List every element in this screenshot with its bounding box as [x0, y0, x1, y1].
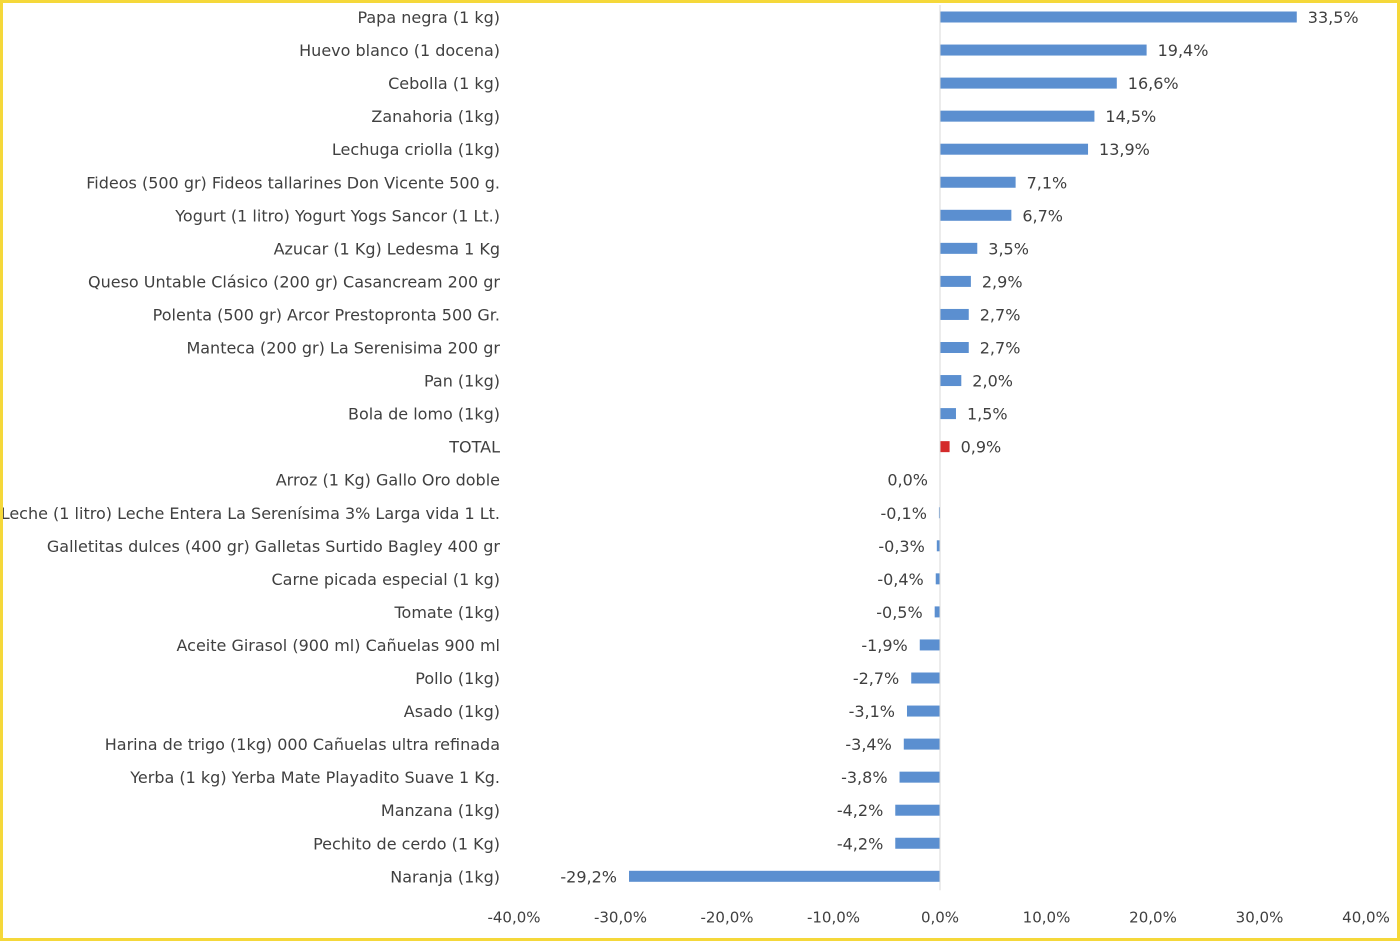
bars-group — [629, 11, 1297, 882]
category-label-9: Polenta (500 gr) Arcor Prestopronta 500 … — [153, 305, 500, 324]
value-label-7: 3,5% — [988, 239, 1029, 258]
tick-labels-group: -40,0% -30,0% -20,0% -10,0% 0,0% 10,0% 20,0% 30… — [487, 908, 1389, 926]
category-label-19: Aceite Girasol (900 ml) Cañuelas 900 ml — [177, 636, 501, 655]
category-label-26: Naranja (1kg) — [390, 867, 500, 886]
bar-1 — [940, 44, 1147, 56]
x-tick-label-2: -20,0% — [700, 908, 753, 926]
value-label-10: 2,7% — [980, 339, 1021, 358]
value-label-25: -4,2% — [837, 834, 883, 853]
bar-9 — [940, 308, 969, 320]
value-label-21: -3,1% — [849, 702, 895, 721]
bar-18 — [934, 606, 940, 618]
bar-13 — [940, 441, 950, 453]
category-labels-group: Papa negra (1 kg) Huevo blanco (1 docena)… — [3, 8, 500, 886]
bar-19 — [919, 639, 940, 651]
value-label-0: 33,5% — [1308, 8, 1359, 27]
bar-0 — [940, 11, 1297, 23]
x-tick-label-1: -30,0% — [594, 908, 647, 926]
x-tick-label-5: 10,0% — [1023, 908, 1071, 926]
category-label-12: Bola de lomo (1kg) — [348, 405, 500, 424]
bar-21 — [906, 705, 940, 717]
value-label-17: -0,4% — [877, 570, 923, 589]
bar-26 — [629, 870, 940, 882]
value-label-4: 13,9% — [1099, 140, 1150, 159]
value-label-20: -2,7% — [853, 669, 899, 688]
category-label-0: Papa negra (1 kg) — [357, 8, 500, 27]
bar-10 — [940, 342, 969, 353]
value-label-19: -1,9% — [861, 636, 907, 655]
value-label-12: 1,5% — [967, 405, 1008, 424]
category-label-3: Zanahoria (1kg) — [371, 107, 500, 126]
value-label-23: -3,8% — [841, 768, 887, 787]
bar-7 — [940, 242, 978, 254]
category-label-15: Leche (1 litro) Leche Entera La Serenísi… — [3, 504, 500, 523]
bar-22 — [903, 738, 940, 750]
x-tick-label-3: -10,0% — [807, 908, 860, 926]
bar-24 — [895, 804, 940, 816]
category-label-4: Lechuga criolla (1kg) — [332, 140, 500, 159]
category-label-1: Huevo blanco (1 docena) — [299, 41, 500, 60]
bar-16 — [936, 540, 940, 552]
category-label-20: Pollo (1kg) — [415, 669, 500, 688]
value-label-11: 2,0% — [972, 372, 1013, 391]
bar-3 — [940, 110, 1095, 122]
value-label-15: -0,1% — [881, 504, 927, 523]
x-tick-label-6: 20,0% — [1129, 908, 1177, 926]
x-tick-label-8: 40,0% — [1342, 908, 1390, 926]
bar-12 — [940, 408, 956, 420]
category-label-23: Yerba (1 kg) Yerba Mate Playadito Suave … — [129, 768, 500, 787]
bar-11 — [940, 375, 962, 387]
bar-20 — [911, 672, 940, 684]
category-label-10: Manteca (200 gr) La Serenisima 200 gr — [186, 339, 500, 358]
bar-2 — [940, 77, 1117, 89]
bar-17 — [935, 573, 940, 585]
value-label-24: -4,2% — [837, 801, 883, 820]
value-label-14: 0,0% — [887, 471, 928, 490]
bar-4 — [940, 143, 1089, 155]
value-label-3: 14,5% — [1105, 107, 1156, 126]
value-label-13: 0,9% — [961, 438, 1002, 457]
x-tick-label-0: -40,0% — [487, 908, 540, 926]
value-label-9: 2,7% — [980, 305, 1021, 324]
category-label-22: Harina de trigo (1kg) 000 Cañuelas ultra… — [105, 735, 500, 754]
category-label-11: Pan (1kg) — [424, 372, 500, 391]
category-label-18: Tomate (1kg) — [393, 603, 500, 622]
value-label-8: 2,9% — [982, 272, 1023, 291]
category-label-13: TOTAL — [448, 438, 500, 457]
category-label-2: Cebolla (1 kg) — [388, 74, 500, 93]
category-label-14: Arroz (1 Kg) Gallo Oro doble — [276, 471, 500, 490]
bar-8 — [940, 275, 971, 287]
category-label-25: Pechito de cerdo (1 Kg) — [313, 834, 500, 853]
value-label-6: 6,7% — [1022, 206, 1063, 225]
value-labels-group: 33,5% 19,4% 16,6% 14,5% 13,9% 7,1% 6,7% 3,5% 2,9… — [560, 8, 1358, 886]
x-tick-label-4: 0,0% — [921, 908, 959, 926]
value-label-18: -0,5% — [876, 603, 922, 622]
category-label-17: Carne picada especial (1 kg) — [271, 570, 500, 589]
x-tick-label-7: 30,0% — [1236, 908, 1284, 926]
category-label-5: Fideos (500 gr) Fideos tallarines Don Vi… — [86, 173, 500, 192]
category-label-16: Galletitas dulces (400 gr) Galletas Surt… — [47, 537, 501, 556]
bar-5 — [940, 176, 1016, 188]
value-label-5: 7,1% — [1027, 173, 1068, 192]
bar-6 — [940, 209, 1012, 221]
category-label-21: Asado (1kg) — [404, 702, 500, 721]
value-label-16: -0,3% — [878, 537, 924, 556]
value-label-22: -3,4% — [845, 735, 891, 754]
value-label-1: 19,4% — [1158, 41, 1209, 60]
category-label-6: Yogurt (1 litro) Yogurt Yogs Sancor (1 L… — [174, 206, 500, 225]
value-label-26: -29,2% — [560, 867, 617, 886]
category-label-24: Manzana (1kg) — [381, 801, 500, 820]
bar-chart: Papa negra (1 kg) Huevo blanco (1 docena)… — [3, 5, 1390, 926]
bar-15 — [938, 507, 940, 519]
bar-25 — [895, 837, 940, 849]
value-label-2: 16,6% — [1128, 74, 1179, 93]
category-label-7: Azucar (1 Kg) Ledesma 1 Kg — [274, 239, 500, 258]
category-label-8: Queso Untable Clásico (200 gr) Casancrea… — [88, 272, 500, 291]
bar-23 — [899, 771, 940, 783]
